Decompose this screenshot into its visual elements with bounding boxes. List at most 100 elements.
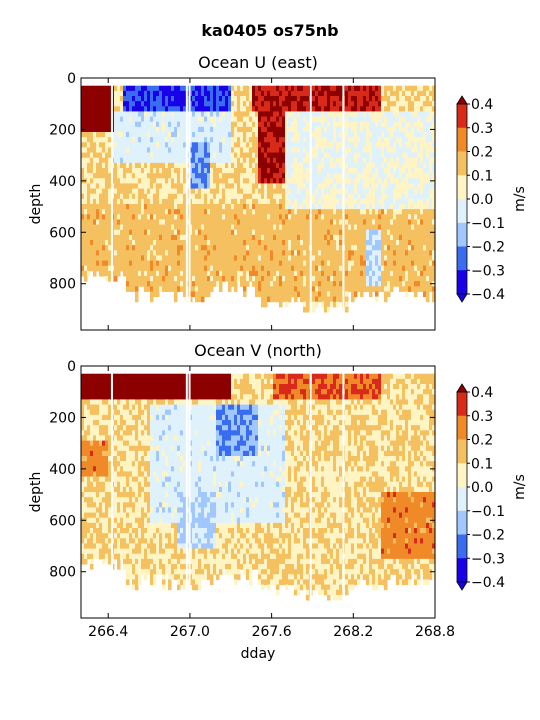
- heatmap-cell: [96, 240, 100, 246]
- heatmap-cell: [84, 373, 88, 380]
- heatmap-cell: [306, 286, 310, 292]
- heatmap-cell: [372, 111, 376, 118]
- heatmap-cell: [273, 255, 277, 262]
- heatmap-cell: [306, 193, 310, 200]
- heatmap-cell: [354, 137, 358, 143]
- heatmap-cell: [264, 198, 268, 205]
- heatmap-cell: [270, 229, 274, 236]
- heatmap-cell: [105, 245, 109, 251]
- heatmap-cell: [195, 152, 199, 159]
- heatmap-cell: [261, 255, 265, 262]
- heatmap-cell: [417, 193, 421, 200]
- heatmap-cell: [417, 204, 421, 210]
- heatmap-cell: [114, 255, 118, 262]
- heatmap-cell: [363, 147, 367, 154]
- heatmap-cell: [132, 209, 136, 215]
- heatmap-cell: [174, 152, 178, 159]
- heatmap-cell: [291, 229, 295, 236]
- heatmap-cell: [330, 152, 334, 159]
- heatmap-cell: [135, 229, 139, 236]
- heatmap-cell: [399, 126, 403, 133]
- heatmap-cell: [171, 157, 175, 164]
- heatmap-cell: [210, 96, 214, 102]
- heatmap-cell: [138, 101, 142, 107]
- heatmap-cell: [237, 265, 241, 272]
- heatmap-cell: [99, 126, 103, 133]
- heatmap-cell: [354, 250, 358, 256]
- heatmap-cell: [399, 265, 403, 272]
- heatmap-cell: [366, 234, 370, 241]
- heatmap-cell: [375, 157, 379, 164]
- heatmap-cell: [216, 121, 220, 128]
- heatmap-cell: [312, 255, 316, 262]
- heatmap-cell: [183, 224, 187, 231]
- heatmap-cell: [108, 250, 112, 256]
- heatmap-cell: [339, 193, 343, 200]
- heatmap-cell: [426, 168, 430, 174]
- heatmap-cell: [108, 234, 112, 241]
- heatmap-cell: [120, 198, 124, 205]
- heatmap-cell: [414, 173, 418, 179]
- heatmap-cell: [420, 137, 424, 143]
- heatmap-cell: [132, 265, 136, 272]
- heatmap-cell: [138, 121, 142, 128]
- heatmap-cell: [381, 276, 385, 282]
- heatmap-cell: [327, 121, 331, 128]
- heatmap-cell: [144, 132, 148, 138]
- heatmap-cell: [411, 276, 415, 282]
- heatmap-cell: [381, 281, 385, 287]
- heatmap-cell: [159, 168, 163, 174]
- heatmap-cell: [237, 147, 241, 154]
- heatmap-cell: [105, 240, 109, 246]
- heatmap-cell: [387, 121, 391, 128]
- heatmap-cell: [339, 286, 343, 292]
- heatmap-cell: [159, 245, 163, 251]
- heatmap-cell: [321, 101, 325, 107]
- heatmap-cell: [162, 276, 166, 282]
- heatmap-cell: [273, 209, 277, 215]
- heatmap-cell: [93, 224, 97, 231]
- heatmap-cell: [273, 240, 277, 246]
- heatmap-cell: [168, 286, 172, 292]
- heatmap-cell: [117, 270, 121, 277]
- heatmap-cell: [297, 157, 301, 164]
- heatmap-cell: [90, 533, 94, 539]
- heatmap-cell: [219, 188, 223, 195]
- heatmap-cell: [141, 147, 145, 154]
- heatmap-cell: [159, 106, 163, 112]
- heatmap-cell: [408, 178, 412, 184]
- heatmap-cell: [81, 450, 85, 457]
- heatmap-cell: [204, 250, 208, 256]
- heatmap-cell: [246, 240, 250, 246]
- heatmap-cell: [183, 260, 187, 267]
- heatmap-cell: [180, 183, 184, 190]
- heatmap-cell: [324, 152, 328, 159]
- heatmap-cell: [333, 270, 337, 277]
- heatmap-cell: [258, 276, 262, 282]
- heatmap-cell: [291, 209, 295, 215]
- heatmap-cell: [84, 558, 88, 565]
- heatmap-cell: [258, 152, 262, 159]
- heatmap-cell: [138, 209, 142, 215]
- heatmap-cell: [213, 142, 217, 148]
- heatmap-cell: [390, 224, 394, 231]
- heatmap-cell: [132, 260, 136, 267]
- heatmap-cell: [270, 157, 274, 164]
- heatmap-cell: [282, 286, 286, 292]
- heatmap-cell: [165, 214, 169, 220]
- heatmap-cell: [336, 168, 340, 174]
- heatmap-cell: [312, 137, 316, 143]
- heatmap-cell: [378, 270, 382, 277]
- heatmap-cell: [315, 204, 319, 210]
- heatmap-cell: [201, 229, 205, 236]
- heatmap-cell: [162, 116, 166, 123]
- heatmap-cell: [228, 106, 232, 112]
- heatmap-cell: [282, 291, 286, 298]
- heatmap-cell: [165, 85, 169, 92]
- heatmap-cell: [90, 456, 94, 462]
- heatmap-cell: [258, 121, 262, 128]
- heatmap-cell: [282, 157, 286, 164]
- heatmap-cell: [147, 265, 151, 272]
- heatmap-cell: [87, 476, 91, 483]
- heatmap-cell: [234, 270, 238, 277]
